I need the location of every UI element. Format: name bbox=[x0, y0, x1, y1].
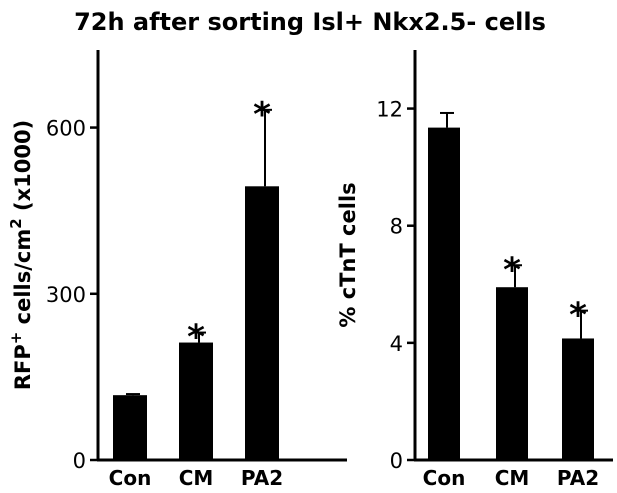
bar-cm bbox=[179, 342, 213, 460]
y-tick-label: 4 bbox=[390, 332, 403, 356]
y-label-mid: cells/cm bbox=[11, 229, 35, 332]
y-label-rest: (x1000) bbox=[11, 120, 35, 219]
bar-con bbox=[113, 395, 147, 460]
significance-marker: * bbox=[187, 318, 205, 358]
x-tick-label: CM bbox=[495, 466, 530, 489]
panel-ctnt-percent: 0 4 8 12 Con * CM * PA2 % cTnT cells bbox=[336, 50, 613, 490]
bar-pa2 bbox=[562, 338, 594, 460]
panel-rfp-cells: 0 300 600 Con * CM * PA2 RFP+ cells/cm2 (x1000) bbox=[7, 50, 347, 490]
bar-cm bbox=[496, 287, 528, 460]
bar-con bbox=[428, 127, 460, 460]
y-tick-label: 0 bbox=[390, 449, 403, 473]
y-tick-label: 300 bbox=[46, 283, 86, 307]
y-tick-label: 12 bbox=[376, 98, 403, 122]
y-label-sup: + bbox=[7, 332, 25, 345]
figure-title: 72h after sorting Isl+ Nkx2.5- cells bbox=[74, 8, 546, 36]
x-tick-label: Con bbox=[109, 466, 152, 489]
y-label-sup2: 2 bbox=[7, 218, 25, 228]
significance-marker: * bbox=[253, 95, 271, 135]
x-tick-label: PA2 bbox=[557, 466, 599, 489]
y-axis-label: % cTnT cells bbox=[336, 182, 360, 327]
x-tick-label: CM bbox=[179, 466, 214, 489]
y-label-main: % cTnT cells bbox=[336, 182, 360, 327]
y-label-main: RFP bbox=[11, 344, 35, 390]
bar-pa2 bbox=[245, 186, 279, 460]
x-tick-label: PA2 bbox=[241, 466, 283, 489]
y-tick-label: 8 bbox=[390, 215, 403, 239]
significance-marker: * bbox=[503, 250, 521, 290]
y-axis-label: RFP+ cells/cm2 (x1000) bbox=[7, 120, 35, 390]
y-tick-label: 0 bbox=[73, 449, 86, 473]
y-tick-label: 600 bbox=[46, 117, 86, 141]
significance-marker: * bbox=[569, 296, 587, 336]
x-tick-label: Con bbox=[423, 466, 466, 489]
